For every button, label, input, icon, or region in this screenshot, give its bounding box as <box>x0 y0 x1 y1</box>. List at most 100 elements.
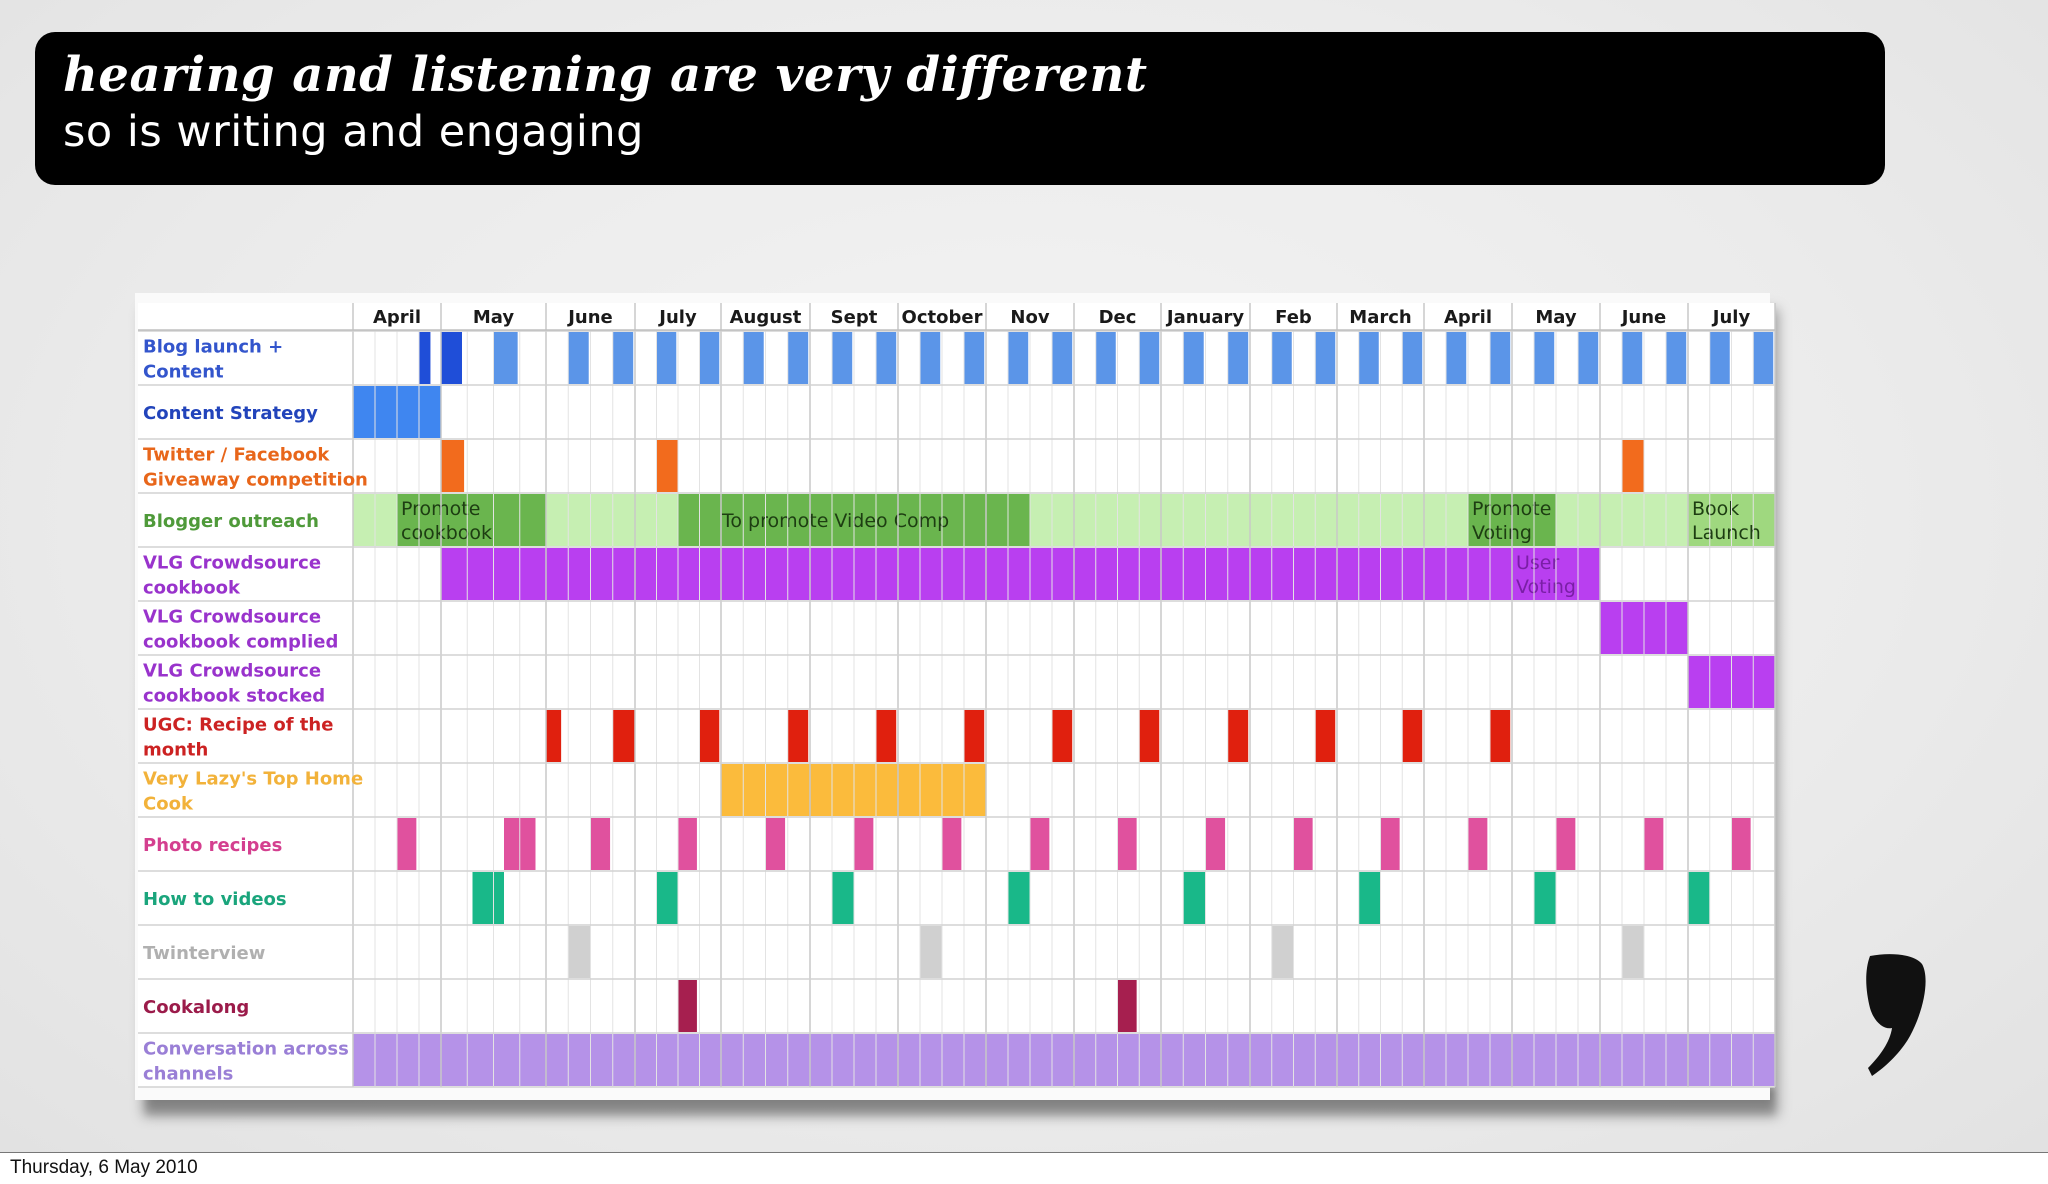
gantt-bar <box>1139 710 1160 762</box>
gantt-bar <box>1622 440 1644 492</box>
gantt-bar <box>1688 872 1710 924</box>
gantt-bar <box>1731 818 1751 870</box>
row-label: VLG Crowdsource cookbook complied <box>143 607 338 653</box>
gantt-bar <box>1753 332 1774 384</box>
gantt-bar <box>1578 332 1599 384</box>
slide-subtitle: so is writing and engaging <box>63 107 644 157</box>
gantt-bar <box>1183 332 1204 384</box>
slide-title: hearing and listening are very different <box>63 47 1148 103</box>
row-label: Twinterview <box>143 943 265 964</box>
row-label: Blogger outreach <box>143 511 319 532</box>
gantt-bar <box>1490 332 1511 384</box>
month-header: April <box>373 307 421 328</box>
gantt-bar <box>1052 332 1073 384</box>
gantt-bar <box>1622 332 1643 384</box>
gantt-bar <box>656 872 678 924</box>
gantt-bar <box>832 332 853 384</box>
month-header: May <box>473 307 515 328</box>
row-label: VLG Crowdsource cookbook <box>143 553 321 599</box>
gantt-bar <box>419 332 431 384</box>
gantt-bar <box>1227 332 1249 384</box>
gantt-bar <box>1490 710 1511 762</box>
footer-date: Thursday, 6 May 2010 <box>10 1157 198 1178</box>
row-label: Photo recipes <box>143 835 282 856</box>
gantt-bar <box>699 332 720 384</box>
gantt-bar <box>1139 332 1160 384</box>
gantt-bar <box>678 980 697 1032</box>
gantt-bar <box>1446 332 1467 384</box>
row-label: Conversation across channels <box>143 1039 349 1085</box>
gantt-bar <box>876 332 897 384</box>
gantt-bar <box>1622 926 1644 978</box>
gantt-bar <box>1008 332 1029 384</box>
gantt-bar <box>397 818 417 870</box>
gantt-bar <box>1534 872 1556 924</box>
gantt-bar <box>876 710 897 762</box>
gantt-bar <box>1402 332 1423 384</box>
title-banner: hearing and listening are very different… <box>35 32 1885 185</box>
gantt-bar <box>787 710 809 762</box>
gantt-bar <box>1709 332 1730 384</box>
gantt-bar <box>441 332 462 384</box>
gantt-bar <box>920 926 942 978</box>
gantt-bar <box>1402 710 1423 762</box>
month-header: October <box>902 307 983 328</box>
gantt-bar <box>441 440 465 492</box>
month-header: March <box>1349 307 1411 328</box>
gantt-bar <box>568 332 589 384</box>
gantt-bar <box>1293 818 1313 870</box>
month-header: Sept <box>831 307 878 328</box>
gantt-bar <box>678 818 697 870</box>
gantt-bar <box>920 332 941 384</box>
slide-background: hearing and listening are very different… <box>0 0 2048 1152</box>
gantt-bar <box>1534 332 1555 384</box>
gantt-bar <box>568 926 591 978</box>
gantt-bar <box>1271 332 1292 384</box>
row-label: Cookalong <box>143 997 249 1018</box>
gantt-bar <box>1315 710 1336 762</box>
gantt-bar <box>1358 872 1381 924</box>
gantt-bar <box>1315 332 1336 384</box>
closing-quote-icon <box>1866 954 1926 1076</box>
gantt-bar <box>1117 980 1137 1032</box>
month-header: Nov <box>1010 307 1049 328</box>
row-label: Very Lazy's Top Home Cook <box>143 769 363 815</box>
month-header: Feb <box>1275 307 1312 328</box>
gantt-bar <box>787 332 809 384</box>
gantt-bar <box>832 872 854 924</box>
row-label: Blog launch + Content <box>143 337 283 383</box>
gantt-bar <box>546 710 562 762</box>
gantt-bar <box>1380 818 1400 870</box>
gantt-bar <box>699 710 720 762</box>
month-header: June <box>566 307 613 328</box>
gantt-bar <box>1030 818 1050 870</box>
gantt-bar <box>743 332 764 384</box>
gantt-bar <box>1205 818 1226 870</box>
gantt-bar <box>656 440 678 492</box>
gantt-bar <box>854 818 874 870</box>
gantt-bar <box>1052 710 1073 762</box>
gantt-bar-label: User Voting <box>1516 552 1576 598</box>
gantt-bar <box>1271 926 1294 978</box>
gantt-bar <box>1468 818 1488 870</box>
month-header: July <box>1711 307 1751 328</box>
gantt-bar <box>353 494 1775 546</box>
gantt-bar <box>612 710 635 762</box>
gantt-bar <box>1666 332 1687 384</box>
row-label: VLG Crowdsource cookbook stocked <box>143 661 325 707</box>
gantt-bar <box>1095 332 1116 384</box>
gantt-bar <box>1227 710 1249 762</box>
month-header: August <box>730 307 802 328</box>
gantt-bar <box>656 332 677 384</box>
month-header: June <box>1620 307 1667 328</box>
gantt-bar <box>1117 818 1137 870</box>
gantt-bar <box>964 710 985 762</box>
gantt-bar <box>472 872 504 924</box>
gantt-bar <box>493 332 518 384</box>
gantt-bar <box>397 494 546 546</box>
gantt-bar <box>1358 332 1379 384</box>
gantt-bar <box>1008 872 1030 924</box>
footer-bar: Thursday, 6 May 2010 <box>0 1153 2048 1184</box>
gantt-bar <box>1556 818 1576 870</box>
